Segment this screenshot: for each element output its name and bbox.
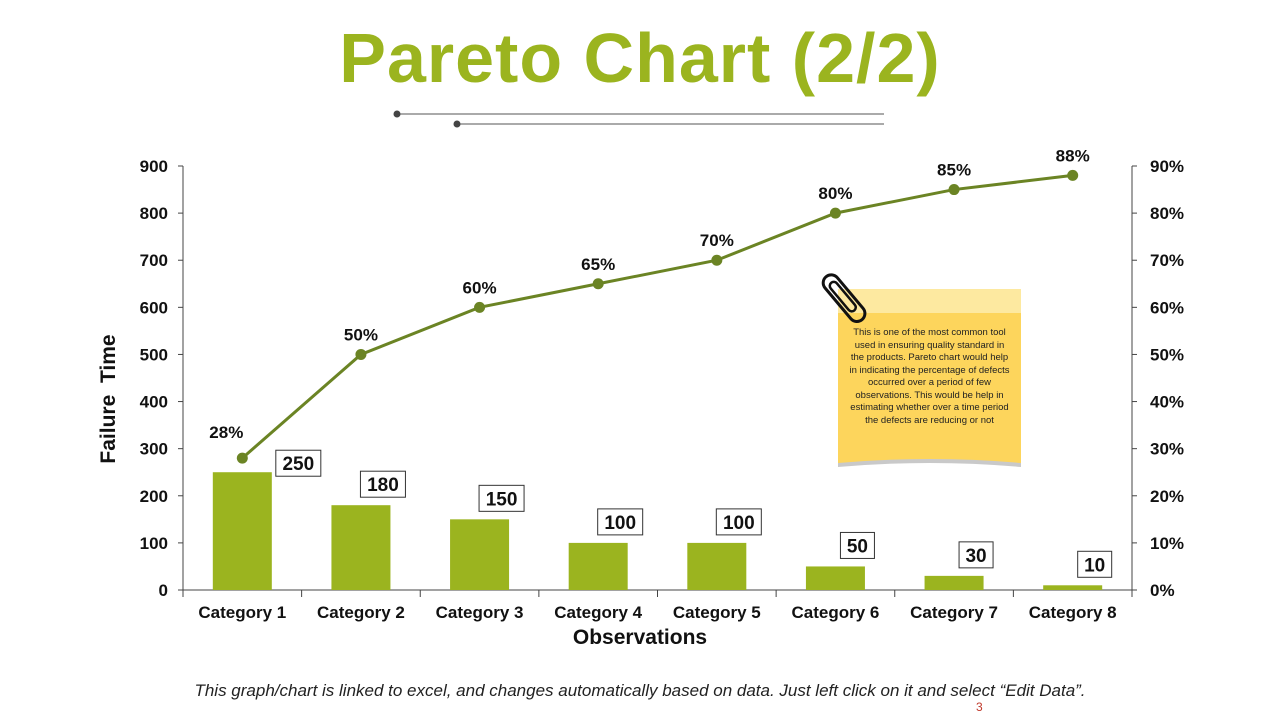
x-tick-label: Category 6 [792, 603, 880, 622]
line-point [592, 278, 604, 290]
pareto-chart[interactable]: 0 100 200 300 400 500 600 700 800 900 0% 10% 20% 30% 4… [0, 0, 1280, 680]
line-point [829, 207, 841, 219]
page-number: 3 [976, 700, 983, 714]
bar [331, 505, 391, 590]
bar-label: 180 [367, 475, 399, 496]
x-tick-label: Category 5 [673, 603, 761, 622]
y2-tick-label: 0% [1150, 581, 1175, 600]
y2-tick-label: 60% [1150, 298, 1184, 317]
y2-tick-label: 90% [1150, 157, 1184, 176]
bar [568, 542, 628, 590]
y-tick-label: 700 [140, 251, 168, 270]
sticky-note: This is one of the most common tool used… [838, 289, 1021, 479]
bar-label-box [839, 531, 875, 559]
bar [1043, 585, 1103, 590]
bar-label-box [359, 470, 406, 498]
line-label: 28% [209, 423, 243, 442]
bar-label-box [958, 541, 994, 569]
bar-label: 10 [1084, 555, 1105, 576]
decor-dot-2 [453, 120, 461, 128]
y-tick-label: 900 [140, 157, 168, 176]
y2-tick-label: 30% [1150, 440, 1184, 459]
title-decoration [393, 110, 884, 128]
line-label: 60% [463, 278, 497, 297]
y-tick-label: 500 [140, 345, 168, 364]
y2-tick-label: 10% [1150, 534, 1184, 553]
bar-label: 30 [965, 546, 986, 567]
line-point [948, 184, 960, 196]
line-point [236, 452, 248, 464]
x-tick-label: Category 2 [317, 603, 405, 622]
line-point [1067, 169, 1079, 181]
bar-label: 250 [282, 454, 314, 475]
bar-label: 100 [723, 513, 755, 534]
x-tick-label: Category 1 [198, 603, 286, 622]
paperclip-icon [821, 273, 867, 323]
line-label: 80% [818, 184, 852, 203]
line-label: 50% [344, 325, 378, 344]
y-tick-label: 800 [140, 204, 168, 223]
line-point [355, 348, 367, 360]
sticky-note-curl [838, 459, 1021, 467]
line-label: 85% [937, 161, 971, 180]
decor-dot-1 [393, 110, 401, 118]
bar [450, 519, 510, 590]
bar-label: 100 [604, 513, 636, 534]
line-point [474, 301, 486, 313]
line-label: 88% [1056, 146, 1090, 165]
bar [212, 472, 272, 590]
page-title: Pareto Chart (2/2) [339, 19, 941, 97]
bar-label-box [597, 508, 644, 536]
y-axis-title: Failure Time [97, 334, 120, 463]
footer-note: This graph/chart is linked to excel, and… [194, 681, 1086, 700]
bar-label-box [1077, 550, 1113, 578]
x-axis-title: Observations [573, 626, 707, 649]
x-tick-label: Category 3 [436, 603, 524, 622]
bar-label: 150 [486, 489, 518, 510]
y2-tick-label: 50% [1150, 345, 1184, 364]
y-tick-label: 0 [159, 581, 168, 600]
line-point [711, 254, 723, 266]
bar-label-box [478, 484, 525, 512]
y-tick-label: 100 [140, 534, 168, 553]
bar [805, 566, 865, 590]
y-tick-label: 300 [140, 440, 168, 459]
x-tick-label: Category 7 [910, 603, 998, 622]
x-tick-label: Category 4 [554, 603, 642, 622]
bar-label: 50 [847, 536, 868, 557]
x-tick-label: Category 8 [1029, 603, 1117, 622]
sticky-note-text: This is one of the most common tool used… [849, 327, 1010, 426]
bar [924, 575, 984, 590]
line-label: 70% [700, 231, 734, 250]
cumulative-line [241, 173, 1073, 460]
sticky-note-body [838, 313, 1021, 463]
y2-tick-label: 80% [1150, 204, 1184, 223]
y-tick-label: 400 [140, 393, 168, 412]
line-label: 65% [581, 255, 615, 274]
y-tick-label: 600 [140, 298, 168, 317]
y-tick-label: 200 [140, 487, 168, 506]
bar [687, 542, 747, 590]
sticky-note-top [838, 289, 1021, 313]
bar-label-box [715, 508, 762, 536]
y2-tick-label: 40% [1150, 393, 1184, 412]
bar-label-box [275, 449, 322, 477]
y2-tick-label: 70% [1150, 251, 1184, 270]
y2-tick-label: 20% [1150, 487, 1184, 506]
